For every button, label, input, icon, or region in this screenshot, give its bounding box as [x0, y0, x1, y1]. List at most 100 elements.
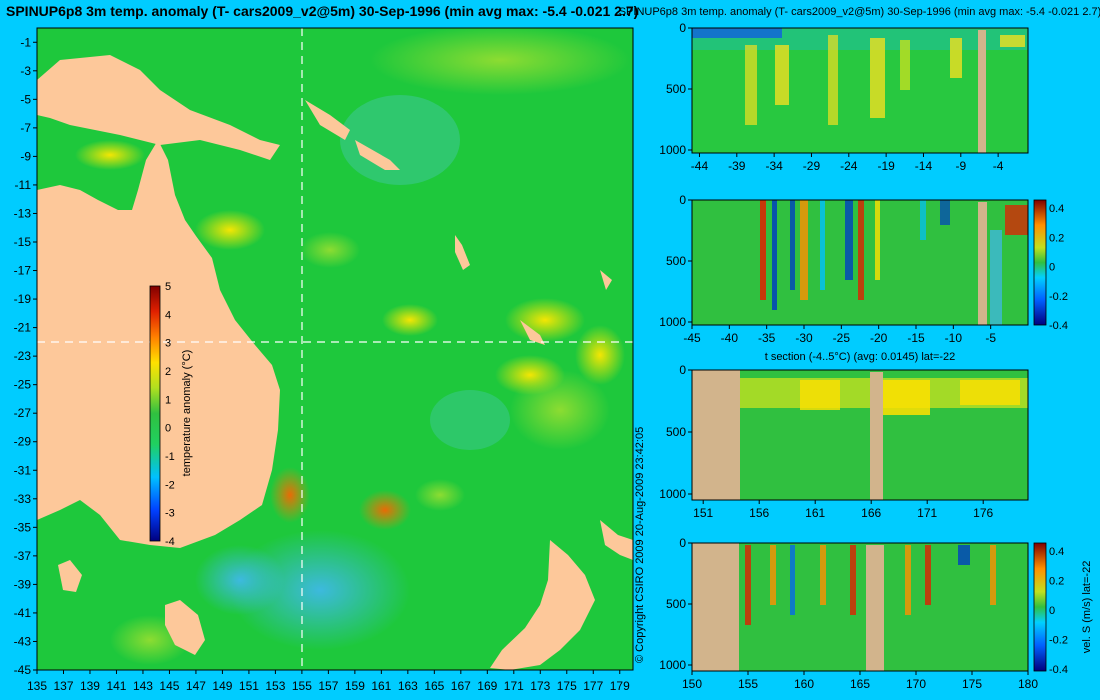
map-y-tick-label: -31: [14, 463, 32, 477]
map-x-tick-label: 141: [106, 679, 126, 693]
map-colorbar-tick-label: 4: [165, 309, 171, 321]
section-y-tick-label: 1000: [659, 315, 686, 329]
map-x-tick-label: 175: [557, 679, 577, 693]
map-x-tick-label: 165: [424, 679, 444, 693]
section-x-tick-label: 155: [738, 677, 758, 691]
section-x-tick-label: -39: [728, 159, 746, 173]
t-section-lat-land-west: [692, 370, 740, 500]
section-y-tick-label: 1000: [659, 487, 686, 501]
v-section-lon-x-ticks: -45 -40 -35 -30 -25 -20 -15 -10 -5: [683, 325, 996, 345]
map-colorbar-tick-label: 2: [165, 366, 171, 378]
map-y-tick-label: -35: [14, 520, 32, 534]
velocity-colorbar-tick-label: 0: [1049, 262, 1055, 274]
map-colorbar-ticks: 5 4 3 2 1 0 -1 -2 -3 -4: [165, 281, 175, 548]
velocity-colorbar-tick-label: -0.4: [1049, 320, 1068, 332]
section-y-tick-label: 1000: [659, 658, 686, 672]
velocity-colorbar-tick-label: 0.2: [1049, 576, 1064, 588]
section-x-tick-label: 156: [749, 506, 769, 520]
map-anomaly-field: [75, 25, 630, 665]
section-x-tick-label: -30: [795, 331, 813, 345]
map-y-tick-label: -43: [14, 634, 32, 648]
map-y-tick-label: -25: [14, 378, 32, 392]
map-y-tick-label: -33: [14, 492, 32, 506]
map-y-tick-label: -45: [14, 663, 32, 677]
section-x-tick-label: -5: [985, 331, 996, 345]
section-y-tick-label: 0: [679, 21, 686, 35]
section-x-tick-label: 160: [794, 677, 814, 691]
map-y-tick-label: -17: [14, 264, 32, 278]
v-section-lon-colorbar: [1033, 199, 1047, 326]
section-y-tick-label: 500: [666, 425, 686, 439]
new-zealand: [490, 540, 595, 670]
map-y-tick-label: -11: [15, 178, 32, 192]
section-x-tick-label: 180: [1018, 677, 1038, 691]
section-y-tick-label: 0: [679, 363, 686, 377]
map-colorbar-tick-label: -2: [165, 479, 175, 491]
velocity-colorbar-tick-label: 0.4: [1049, 203, 1064, 215]
v-section-lat-panel: 150 155 160 165 170 175 180 0 500 1000 0.4 0.2 0 -0…: [659, 536, 1093, 691]
map-land: [37, 55, 633, 670]
v-section-lon-colorbar-ticks: 0.4 0.2 0 -0.2 -0.4: [1049, 203, 1068, 332]
v-section-lat-colorbar: [1033, 542, 1047, 672]
map-colorbar-tick-label: -1: [165, 451, 175, 463]
t-section-lon-x-ticks: -44 -39 -34 -29 -24 -19 -14 -9 -4: [691, 153, 1004, 173]
map-x-tick-label: 139: [80, 679, 100, 693]
island-solomons: [355, 140, 400, 170]
t-section-lat-title: t section (-4..5°C) (avg: 0.0145) lat=-2…: [765, 351, 956, 363]
velocity-colorbar-tick-label: 0.4: [1049, 546, 1064, 558]
t-section-lon-y-ticks: 0 500 1000: [659, 21, 692, 157]
section-x-tick-label: 151: [693, 506, 713, 520]
map-x-tick-label: 155: [292, 679, 312, 693]
map-colorbar-tick-label: 1: [165, 394, 171, 406]
map-colorbar-tick-label: -3: [165, 508, 175, 520]
t-section-lon-panel: SPINUP6p8 3m temp. anomaly (T- cars2009_…: [619, 6, 1100, 173]
new-zealand-north: [600, 520, 633, 560]
island-fiji: [600, 270, 612, 290]
map-frame: [36, 27, 634, 671]
map-x-ticks: 135 137 139 141 143 145 147 149 151 153 155 157 159 1…: [27, 670, 630, 693]
map-x-tick-label: 143: [133, 679, 153, 693]
island-new-caledonia: [520, 320, 545, 345]
map-x-tick-label: 179: [610, 679, 630, 693]
map-y-tick-label: -39: [14, 577, 32, 591]
map-x-tick-label: 173: [530, 679, 550, 693]
section-y-tick-label: 0: [679, 193, 686, 207]
section-y-tick-label: 1000: [659, 143, 686, 157]
map-y-tick-label: -15: [14, 235, 32, 249]
map-y-tick-label: -13: [14, 206, 32, 220]
map-x-tick-label: 145: [159, 679, 179, 693]
section-y-tick-label: 500: [666, 597, 686, 611]
t-section-lon-title: SPINUP6p8 3m temp. anomaly (T- cars2009_…: [619, 6, 1100, 18]
velocity-colorbar-tick-label: -0.4: [1049, 664, 1068, 676]
velocity-colorbar-tick-label: -0.2: [1049, 291, 1068, 303]
map-x-tick-label: 147: [186, 679, 206, 693]
section-x-tick-label: -14: [915, 159, 933, 173]
v-section-lat-y-ticks: 0 500 1000: [659, 536, 692, 672]
map-colorbar-gradient: [149, 285, 161, 542]
t-section-lat-panel: t section (-4..5°C) (avg: 0.0145) lat=-2…: [659, 351, 1029, 520]
tasmania: [58, 560, 82, 592]
section-x-tick-label: 166: [861, 506, 881, 520]
map-y-ticks: -1 -3 -5 -7 -9 -11 -13 -15 -17 -19 -21 -23 -25 -27 -29…: [14, 35, 37, 677]
v-section-lat-land-mid: [866, 545, 884, 671]
map-y-tick-label: -1: [20, 35, 31, 49]
t-section-lat-y-ticks: 0 500 1000: [659, 363, 692, 501]
section-x-tick-label: -40: [721, 331, 739, 345]
map-y-tick-label: -5: [20, 92, 31, 106]
v-section-lat-colorbar-label: vel. S (m/s) lat=-22: [1081, 561, 1093, 654]
map-x-tick-label: 167: [451, 679, 471, 693]
map-y-tick-label: -3: [20, 64, 31, 78]
map-y-tick-label: -19: [14, 292, 32, 306]
section-x-tick-label: 171: [917, 506, 937, 520]
section-x-tick-label: -20: [870, 331, 888, 345]
v-section-lat-land-west: [692, 543, 739, 671]
velocity-colorbar-tick-label: 0.2: [1049, 232, 1064, 244]
map-x-tick-label: 151: [239, 679, 259, 693]
section-y-tick-label: 500: [666, 82, 686, 96]
v-section-lat-colorbar-ticks: 0.4 0.2 0 -0.2 -0.4: [1049, 546, 1068, 676]
map-x-tick-label: 137: [53, 679, 73, 693]
map-x-tick-label: 153: [265, 679, 285, 693]
section-x-tick-label: -10: [945, 331, 963, 345]
map-y-tick-label: -21: [14, 321, 32, 335]
